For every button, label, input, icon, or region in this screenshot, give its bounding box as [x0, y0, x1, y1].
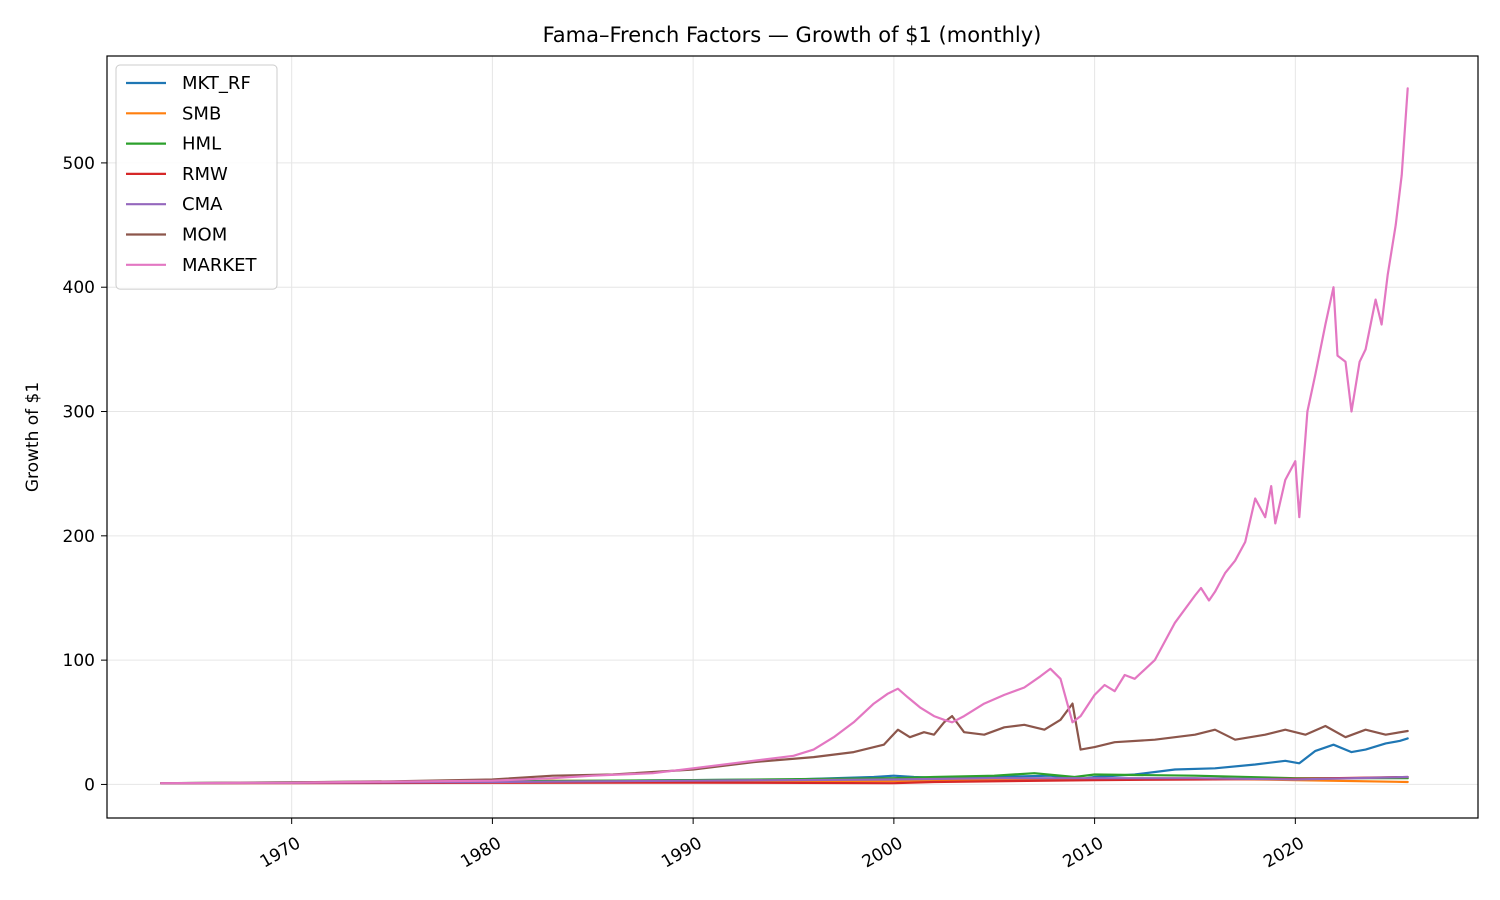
- legend-label-smb: SMB: [182, 103, 221, 124]
- chart-title: Fama–French Factors — Growth of $1 (mont…: [543, 23, 1042, 47]
- y-tick-label: 500: [63, 154, 95, 174]
- legend-box: [115, 64, 278, 290]
- series-lines: [160, 87, 1409, 785]
- y-tick-label: 200: [63, 527, 95, 547]
- legend-label-rmw: RMW: [182, 164, 228, 185]
- y-tick-label: 100: [63, 651, 95, 671]
- y-axis-label: Growth of $1: [23, 382, 43, 492]
- legend-label-mkt-rf: MKT_RF: [182, 73, 251, 94]
- y-tick-label: 300: [63, 403, 95, 423]
- legend-label-market: MARKET: [182, 255, 258, 276]
- plot-area-frame: [106, 55, 1479, 819]
- y-tick-label: 0: [84, 775, 95, 795]
- legend-label-cma: CMA: [182, 194, 223, 215]
- grid: [107, 56, 1478, 818]
- legend-label-hml: HML: [182, 134, 221, 155]
- legend: MKT_RF SMB HML RMW CMA MOM MARKET: [115, 64, 278, 290]
- series-line-mom: [160, 702, 1409, 785]
- y-tick-label: 400: [63, 278, 95, 298]
- series-line-market: [160, 87, 1409, 785]
- legend-label-mom: MOM: [182, 225, 227, 246]
